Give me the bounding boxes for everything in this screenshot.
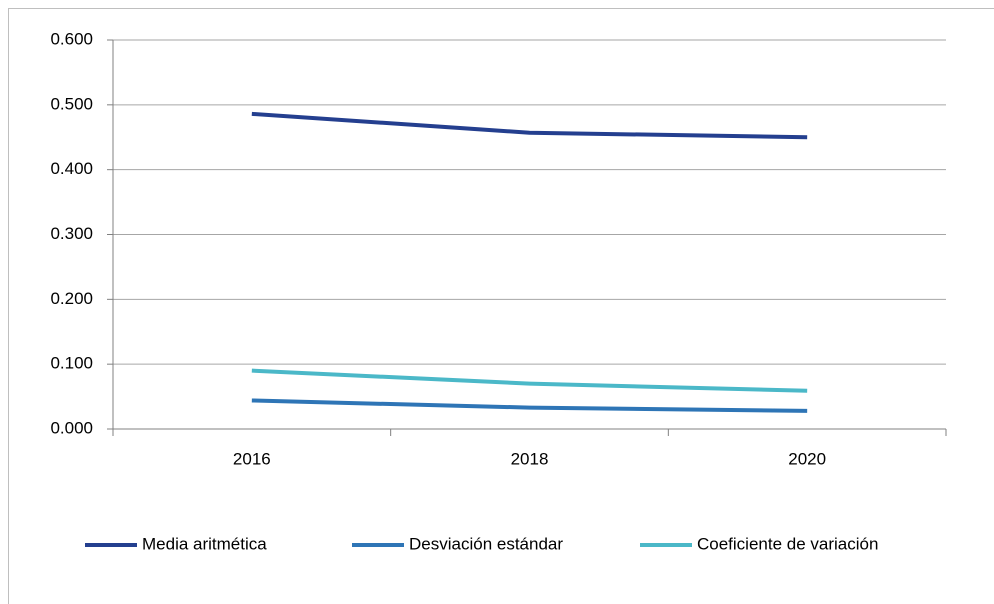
y-tick-label: 0.600 (50, 29, 93, 48)
series-line (251, 368, 808, 393)
series-line (251, 398, 808, 413)
y-tick-label: 0.000 (50, 418, 93, 437)
legend-label: Coeficiente de variación (697, 534, 878, 553)
series-line (251, 111, 808, 140)
x-tick-label: 2020 (788, 449, 826, 468)
y-tick-label: 0.400 (50, 159, 93, 178)
x-tick-label: 2018 (511, 449, 549, 468)
y-tick-label: 0.200 (50, 289, 93, 308)
y-tick-label: 0.100 (50, 354, 93, 373)
y-tick-label: 0.300 (50, 224, 93, 243)
chart-border (8, 8, 994, 604)
y-tick-label: 0.500 (50, 94, 93, 113)
legend-label: Media aritmética (142, 534, 267, 553)
legend-label: Desviación estándar (409, 534, 563, 553)
x-tick-label: 2016 (233, 449, 271, 468)
